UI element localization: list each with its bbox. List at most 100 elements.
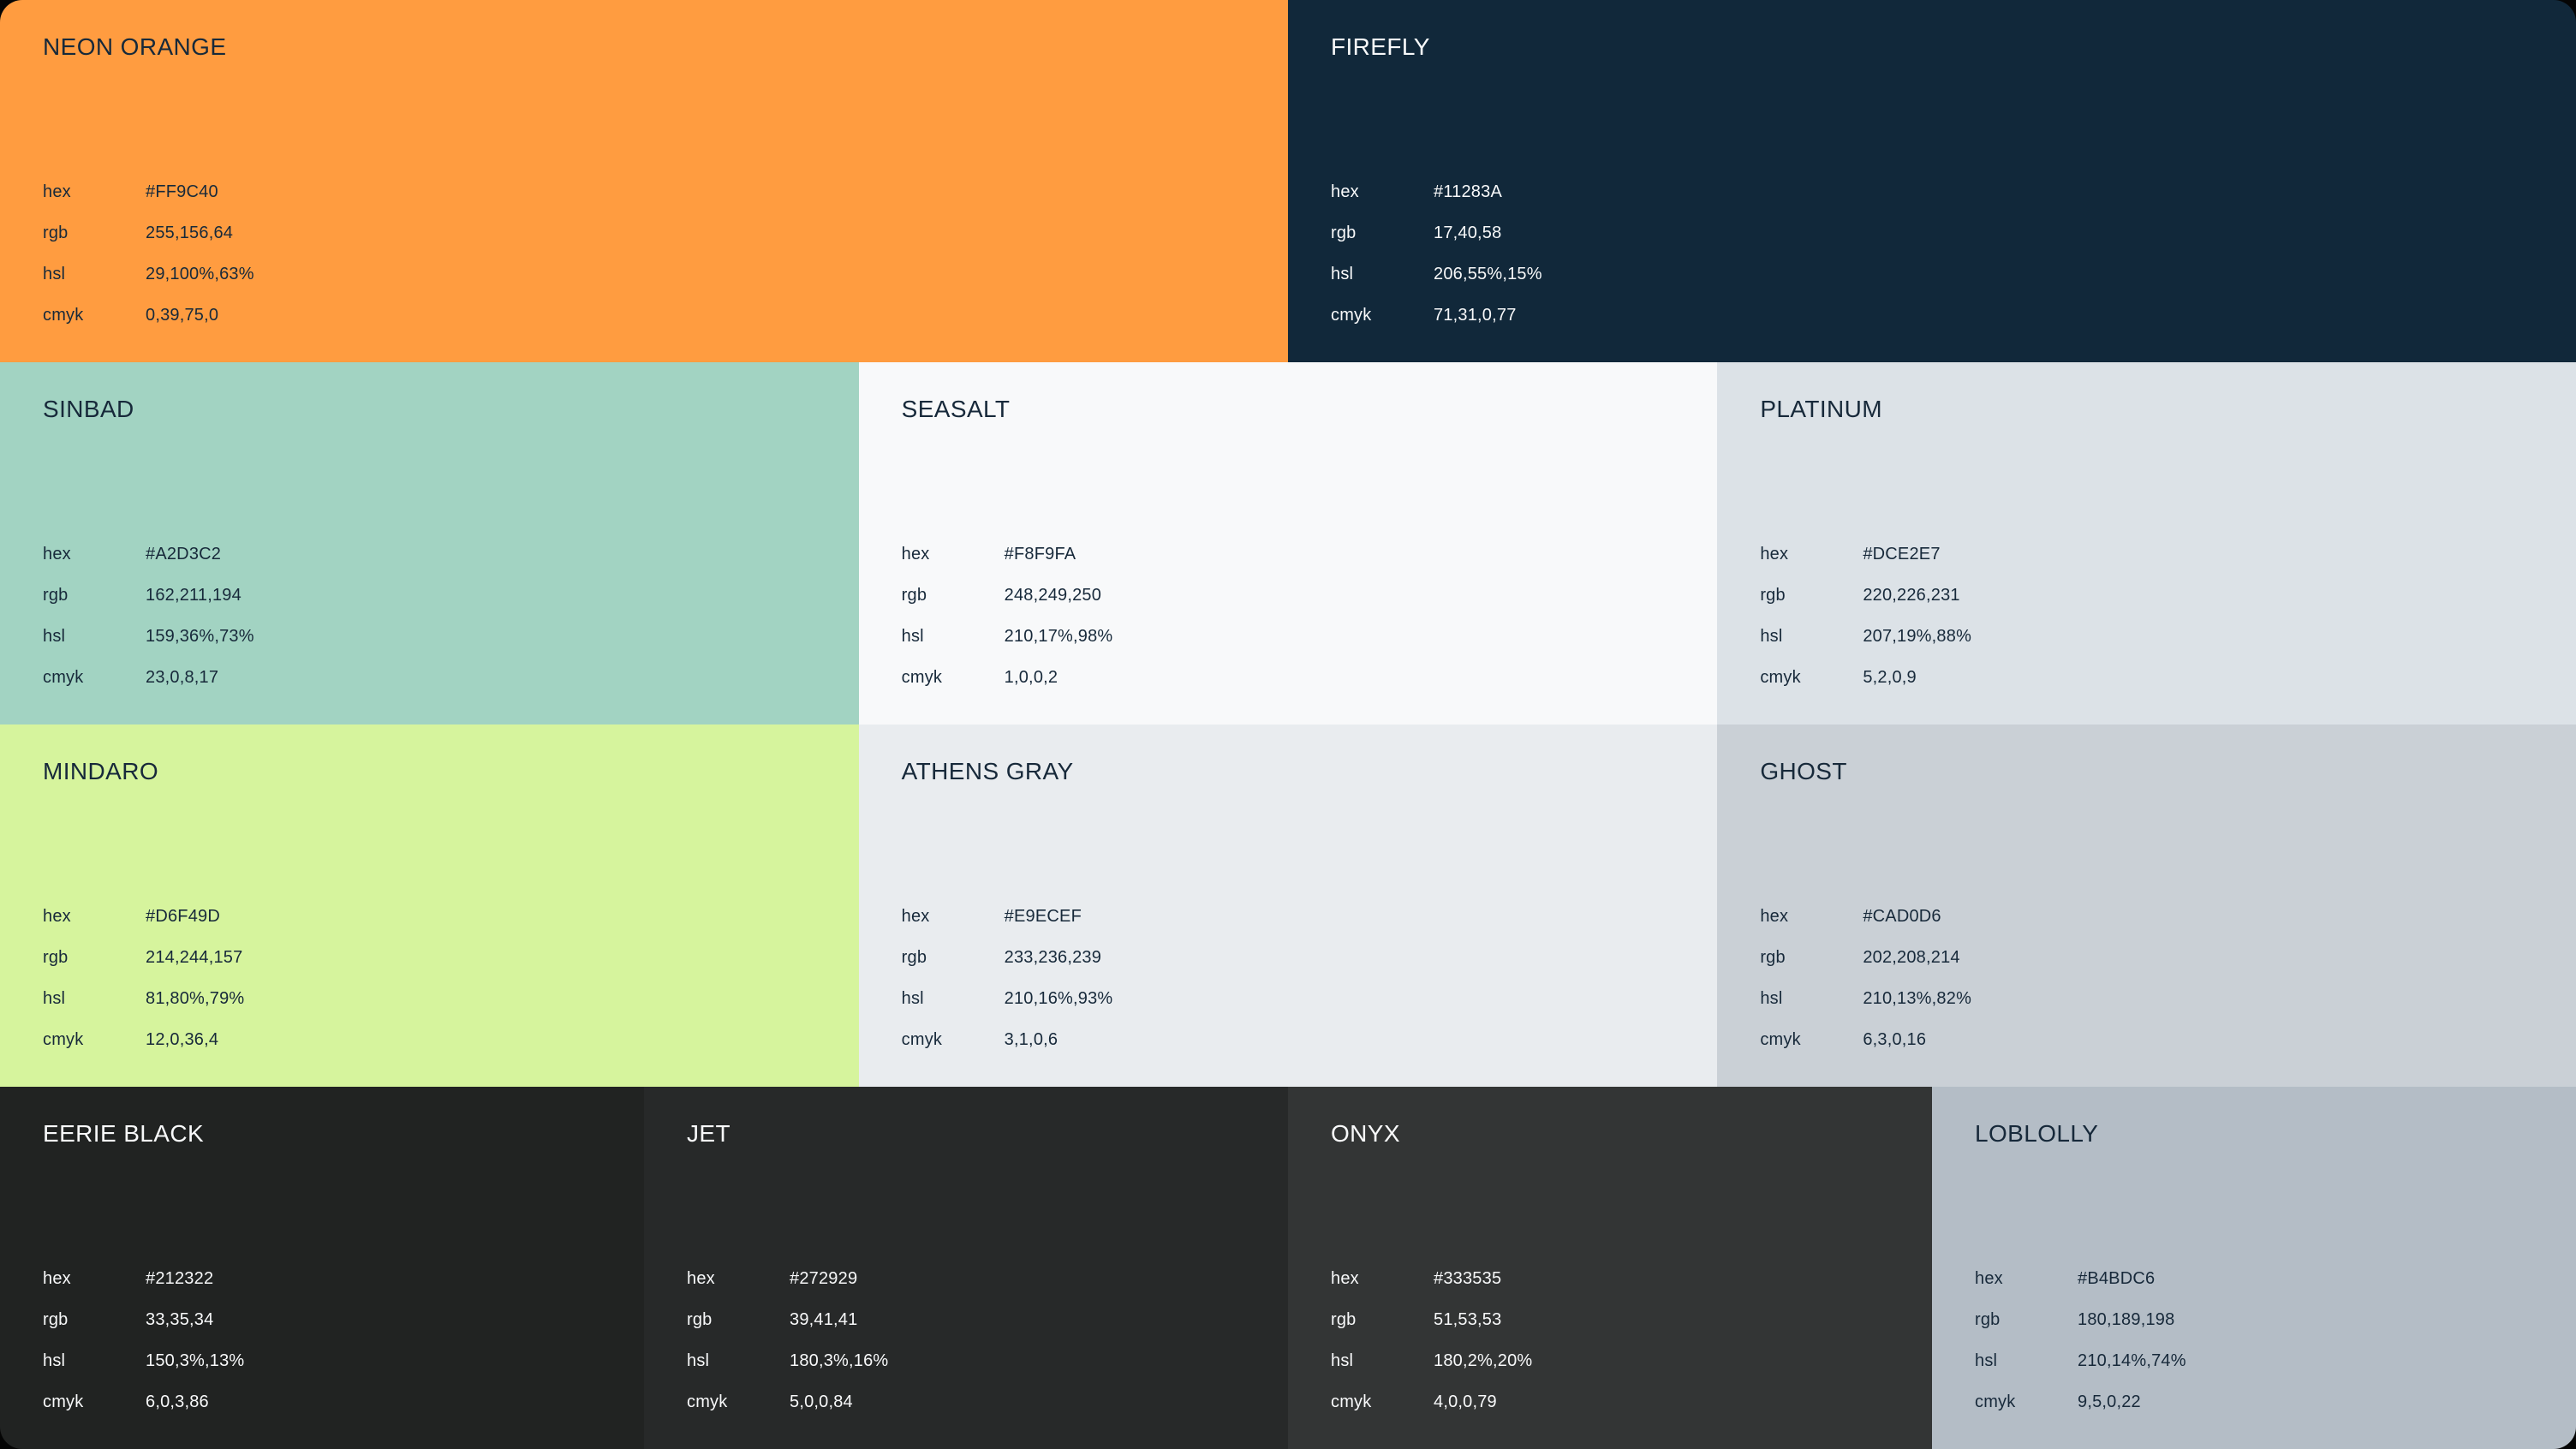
hex-value[interactable]: #333535 — [1434, 1269, 1502, 1288]
cmyk-value[interactable]: 9,5,0,22 — [2078, 1392, 2141, 1411]
tile-neon-orange[interactable]: NEON ORANGE hex #FF9C40 rgb 255,156,64 h… — [0, 0, 1288, 362]
rgb-value[interactable]: 180,189,198 — [2078, 1310, 2175, 1329]
spec-row-hex: hex #DCE2E7 — [1760, 545, 2559, 586]
hex-value[interactable]: #DCE2E7 — [1863, 545, 1941, 564]
spec-row-hex: hex #FF9C40 — [43, 182, 1271, 224]
hex-value[interactable]: #A2D3C2 — [146, 545, 222, 564]
hex-value[interactable]: #F8F9FA — [1004, 545, 1076, 564]
rgb-value[interactable]: 202,208,214 — [1863, 948, 1960, 967]
cmyk-label: cmyk — [43, 1030, 84, 1049]
spec-row-cmyk: cmyk 23,0,8,17 — [43, 668, 842, 709]
palette-row-4: EERIE BLACK hex #212322 rgb 33,35,34 hsl… — [0, 1087, 2576, 1449]
cmyk-value[interactable]: 5,2,0,9 — [1863, 668, 1917, 687]
hex-label: hex — [1760, 907, 1789, 926]
tile-firefly[interactable]: FIREFLY hex #11283A rgb 17,40,58 hsl 206… — [1288, 0, 2576, 362]
hsl-value[interactable]: 81,80%,79% — [146, 989, 245, 1008]
tile-loblolly[interactable]: LOBLOLLY hex #B4BDC6 rgb 180,189,198 hsl… — [1932, 1087, 2576, 1449]
cmyk-value[interactable]: 4,0,0,79 — [1434, 1392, 1497, 1411]
color-specs: hex #FF9C40 rgb 255,156,64 hsl 29,100%,6… — [43, 182, 1271, 347]
spec-row-cmyk: cmyk 6,3,0,16 — [1760, 1030, 2559, 1071]
rgb-value[interactable]: 214,244,157 — [146, 948, 243, 967]
rgb-label: rgb — [687, 1310, 713, 1329]
rgb-value[interactable]: 255,156,64 — [146, 224, 234, 242]
hsl-value[interactable]: 180,3%,16% — [790, 1351, 889, 1370]
hsl-value[interactable]: 210,16%,93% — [1004, 989, 1113, 1008]
hex-value[interactable]: #11283A — [1434, 182, 1502, 201]
tile-mindaro[interactable]: MINDARO hex #D6F49D rgb 214,244,157 hsl … — [0, 724, 859, 1087]
hsl-value[interactable]: 150,3%,13% — [146, 1351, 245, 1370]
color-name: MINDARO — [43, 758, 159, 784]
hex-value[interactable]: #212322 — [146, 1269, 214, 1288]
color-specs: hex #A2D3C2 rgb 162,211,194 hsl 159,36%,… — [43, 545, 842, 709]
cmyk-value[interactable]: 6,0,3,86 — [146, 1392, 209, 1411]
rgb-value[interactable]: 233,236,239 — [1004, 948, 1102, 967]
cmyk-value[interactable]: 5,0,0,84 — [790, 1392, 853, 1411]
hsl-value[interactable]: 159,36%,73% — [146, 627, 254, 646]
spec-row-cmyk: cmyk 5,2,0,9 — [1760, 668, 2559, 709]
hex-label: hex — [43, 545, 71, 564]
spec-row-hsl: hsl 207,19%,88% — [1760, 627, 2559, 668]
rgb-value[interactable]: 220,226,231 — [1863, 586, 1960, 605]
hex-value[interactable]: #B4BDC6 — [2078, 1269, 2156, 1288]
cmyk-value[interactable]: 6,3,0,16 — [1863, 1030, 1927, 1049]
spec-row-cmyk: cmyk 3,1,0,6 — [902, 1030, 1701, 1071]
hsl-value[interactable]: 207,19%,88% — [1863, 627, 1972, 646]
rgb-value[interactable]: 248,249,250 — [1004, 586, 1102, 605]
hsl-label: hsl — [901, 627, 924, 646]
rgb-label: rgb — [43, 948, 69, 967]
hsl-label: hsl — [901, 989, 924, 1008]
tile-ghost[interactable]: GHOST hex #CAD0D6 rgb 202,208,214 hsl 21… — [1717, 724, 2576, 1087]
hsl-value[interactable]: 210,13%,82% — [1863, 989, 1972, 1008]
spec-row-hex: hex #E9ECEF — [902, 907, 1701, 948]
hex-label: hex — [1331, 182, 1359, 201]
color-name: PLATINUM — [1760, 396, 1883, 422]
cmyk-value[interactable]: 1,0,0,2 — [1004, 668, 1058, 687]
spec-row-hex: hex #11283A — [1331, 182, 2559, 224]
spec-row-cmyk: cmyk 71,31,0,77 — [1331, 306, 2559, 347]
rgb-value[interactable]: 51,53,53 — [1434, 1310, 1502, 1329]
cmyk-label: cmyk — [43, 1392, 84, 1411]
cmyk-value[interactable]: 3,1,0,6 — [1004, 1030, 1058, 1049]
hsl-value[interactable]: 210,17%,98% — [1004, 627, 1113, 646]
cmyk-value[interactable]: 23,0,8,17 — [146, 668, 219, 687]
hsl-value[interactable]: 29,100%,63% — [146, 265, 254, 283]
tile-platinum[interactable]: PLATINUM hex #DCE2E7 rgb 220,226,231 hsl… — [1717, 362, 2576, 724]
hsl-value[interactable]: 210,14%,74% — [2078, 1351, 2186, 1370]
rgb-value[interactable]: 162,211,194 — [146, 586, 242, 605]
hsl-value[interactable]: 206,55%,15% — [1434, 265, 1542, 283]
spec-row-rgb: rgb 220,226,231 — [1760, 586, 2559, 627]
tile-seasalt[interactable]: SEASALT hex #F8F9FA rgb 248,249,250 hsl … — [858, 362, 1718, 724]
hex-value[interactable]: #D6F49D — [146, 907, 220, 926]
hsl-label: hsl — [1331, 1351, 1354, 1370]
spec-row-hex: hex #272929 — [687, 1269, 1271, 1310]
spec-row-hsl: hsl 150,3%,13% — [43, 1351, 627, 1392]
palette-row-3: MINDARO hex #D6F49D rgb 214,244,157 hsl … — [0, 724, 2576, 1087]
cmyk-value[interactable]: 0,39,75,0 — [146, 306, 219, 325]
spec-row-hsl: hsl 210,16%,93% — [902, 989, 1701, 1030]
cmyk-label: cmyk — [901, 1030, 943, 1049]
tile-onyx[interactable]: ONYX hex #333535 rgb 51,53,53 hsl 180,2%… — [1288, 1087, 1932, 1449]
hsl-label: hsl — [43, 989, 66, 1008]
tile-athens-gray[interactable]: ATHENS GRAY hex #E9ECEF rgb 233,236,239 … — [858, 724, 1718, 1087]
spec-row-rgb: rgb 248,249,250 — [902, 586, 1701, 627]
rgb-value[interactable]: 39,41,41 — [790, 1310, 858, 1329]
color-name: FIREFLY — [1331, 33, 1430, 60]
palette-row-2: SINBAD hex #A2D3C2 rgb 162,211,194 hsl 1… — [0, 362, 2576, 724]
tile-jet[interactable]: JET hex #272929 rgb 39,41,41 hsl 180,3%,… — [644, 1087, 1288, 1449]
hsl-value[interactable]: 180,2%,20% — [1434, 1351, 1533, 1370]
rgb-value[interactable]: 33,35,34 — [146, 1310, 214, 1329]
rgb-value[interactable]: 17,40,58 — [1434, 224, 1502, 242]
hex-value[interactable]: #CAD0D6 — [1863, 907, 1941, 926]
tile-sinbad[interactable]: SINBAD hex #A2D3C2 rgb 162,211,194 hsl 1… — [0, 362, 859, 724]
cmyk-value[interactable]: 71,31,0,77 — [1434, 306, 1517, 325]
rgb-label: rgb — [1331, 1310, 1357, 1329]
palette-row-1: NEON ORANGE hex #FF9C40 rgb 255,156,64 h… — [0, 0, 2576, 362]
rgb-label: rgb — [901, 586, 927, 605]
tile-eerie-black[interactable]: EERIE BLACK hex #212322 rgb 33,35,34 hsl… — [0, 1087, 644, 1449]
hex-value[interactable]: #272929 — [790, 1269, 858, 1288]
hex-label: hex — [43, 182, 71, 201]
hex-value[interactable]: #FF9C40 — [146, 182, 218, 201]
cmyk-value[interactable]: 12,0,36,4 — [146, 1030, 219, 1049]
hex-value[interactable]: #E9ECEF — [1004, 907, 1082, 926]
